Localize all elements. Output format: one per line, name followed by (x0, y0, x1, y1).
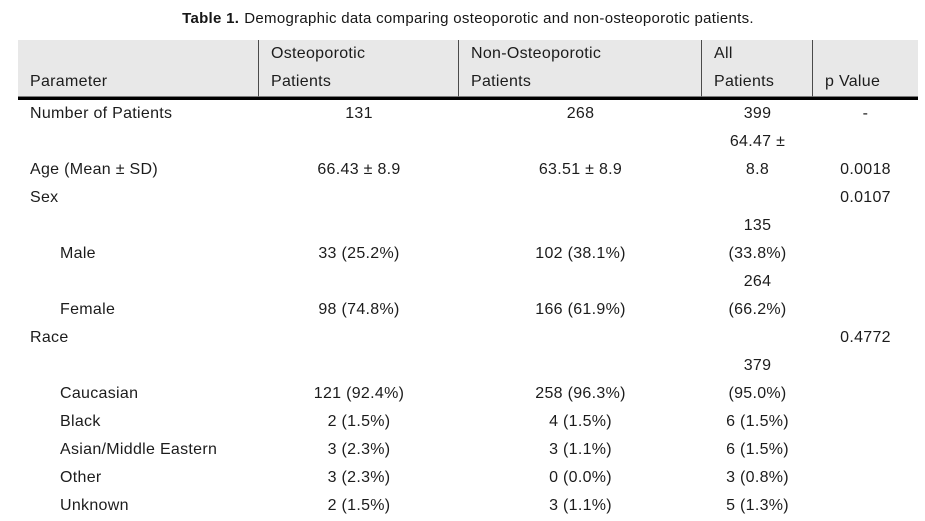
table-row-black: Black 2 (1.5%) 4 (1.5%) 6 (1.5%) (18, 408, 918, 436)
demographics-table: Parameter Osteoporotic Patients Non-Oste… (18, 40, 918, 520)
cell-p-value (813, 464, 918, 492)
cell-all-patients: 6 (1.5%) (726, 441, 789, 458)
table-row-number-of-patients: Number of Patients 131 268 399 - (18, 97, 918, 128)
cell-osteoporotic: 98 (74.8%) (318, 301, 400, 318)
cell-non-osteoporotic: 3 (1.1%) (549, 441, 612, 458)
cell-osteoporotic: 66.43 ± 8.9 (317, 161, 401, 178)
header-row: Parameter Osteoporotic Patients Non-Oste… (18, 40, 918, 97)
column-header-non-osteoporotic-patients: Non-Osteoporotic Patients (459, 40, 702, 97)
cell-osteoporotic: 3 (2.3%) (327, 469, 391, 486)
cell-p-value (813, 492, 918, 520)
cell-non-osteoporotic: 3 (1.1%) (549, 497, 612, 514)
cell-non-osteoporotic (459, 324, 702, 352)
cell-all-patients (702, 184, 813, 212)
cell-parameter: Other (60, 469, 102, 486)
cell-p-value: 0.4772 (840, 329, 891, 346)
caption-text: Demographic data comparing osteoporotic … (244, 10, 754, 27)
column-header-osteoporotic-patients: Osteoporotic Patients (259, 40, 459, 97)
cell-parameter: Age (Mean ± SD) (30, 161, 158, 178)
cell-p-value: 0.0018 (840, 161, 891, 178)
cell-osteoporotic: 2 (1.5%) (327, 497, 391, 514)
cell-all-patients: 135 (33.8%) (728, 217, 787, 262)
cell-p-value: 0.0107 (840, 189, 891, 206)
cell-parameter: Black (60, 413, 101, 430)
cell-osteoporotic: 2 (1.5%) (327, 413, 391, 430)
cell-parameter: Asian/Middle Eastern (60, 441, 218, 458)
cell-all-patients: 5 (1.3%) (726, 497, 789, 514)
table-row-other: Other 3 (2.3%) 0 (0.0%) 3 (0.8%) (18, 464, 918, 492)
cell-parameter: Caucasian (60, 385, 139, 402)
cell-non-osteoporotic: 102 (38.1%) (535, 245, 626, 262)
cell-osteoporotic: 121 (92.4%) (313, 385, 405, 402)
cell-non-osteoporotic: 0 (0.0%) (549, 469, 612, 486)
table-row-race: Race 0.4772 (18, 324, 918, 352)
cell-osteoporotic: 33 (25.2%) (318, 245, 400, 262)
table-row-male: Male 33 (25.2%) 102 (38.1%) 135 (33.8%) (18, 212, 918, 268)
cell-parameter: Unknown (60, 497, 129, 514)
cell-non-osteoporotic: 4 (1.5%) (549, 413, 612, 430)
column-header-parameter: Parameter (18, 40, 259, 97)
cell-osteoporotic (259, 184, 459, 212)
table-row-sex: Sex 0.0107 (18, 184, 918, 212)
table-row-asian-middle-eastern: Asian/Middle Eastern 3 (2.3%) 3 (1.1%) 6… (18, 436, 918, 464)
table-caption: Table 1. Demographic data comparing osteo… (18, 7, 918, 31)
table-row-unknown: Unknown 2 (1.5%) 3 (1.1%) 5 (1.3%) (18, 492, 918, 520)
cell-all-patients: 379 (95.0%) (728, 357, 787, 402)
cell-osteoporotic: 131 (259, 97, 459, 128)
cell-non-osteoporotic: 268 (459, 97, 702, 128)
cell-all-patients: 3 (0.8%) (726, 469, 789, 486)
cell-all-patients: 64.47 ± 8.8 (729, 133, 786, 178)
cell-parameter: Male (60, 245, 96, 262)
caption-label: Table 1. (182, 10, 240, 27)
cell-non-osteoporotic: 63.51 ± 8.9 (538, 161, 623, 178)
column-header-all-patients: All Patients (702, 40, 813, 97)
cell-non-osteoporotic (459, 184, 702, 212)
cell-parameter: Sex (30, 189, 59, 206)
cell-non-osteoporotic: 258 (96.3%) (535, 385, 626, 402)
table-row-age: Age (Mean ± SD) 66.43 ± 8.9 63.51 ± 8.9 … (18, 128, 918, 184)
cell-non-osteoporotic: 166 (61.9%) (535, 301, 626, 318)
cell-p-value: - (813, 97, 918, 128)
cell-parameter: Race (30, 329, 69, 346)
cell-p-value (813, 436, 918, 464)
cell-p-value (813, 268, 918, 324)
cell-parameter: Female (60, 301, 116, 318)
cell-p-value (813, 408, 918, 436)
cell-parameter: Number of Patients (18, 97, 259, 128)
table-row-caucasian: Caucasian 121 (92.4%) 258 (96.3%) 379 (9… (18, 352, 918, 408)
cell-all-patients: 399 (702, 97, 813, 128)
cell-osteoporotic: 3 (2.3%) (327, 441, 391, 458)
cell-p-value (813, 352, 918, 408)
cell-osteoporotic (259, 324, 459, 352)
cell-all-patients (702, 324, 813, 352)
cell-all-patients: 264 (66.2%) (728, 273, 787, 318)
cell-all-patients: 6 (1.5%) (726, 413, 789, 430)
column-header-p-value: p Value (813, 40, 918, 97)
cell-p-value (813, 212, 918, 268)
table-row-female: Female 98 (74.8%) 166 (61.9%) 264 (66.2%… (18, 268, 918, 324)
